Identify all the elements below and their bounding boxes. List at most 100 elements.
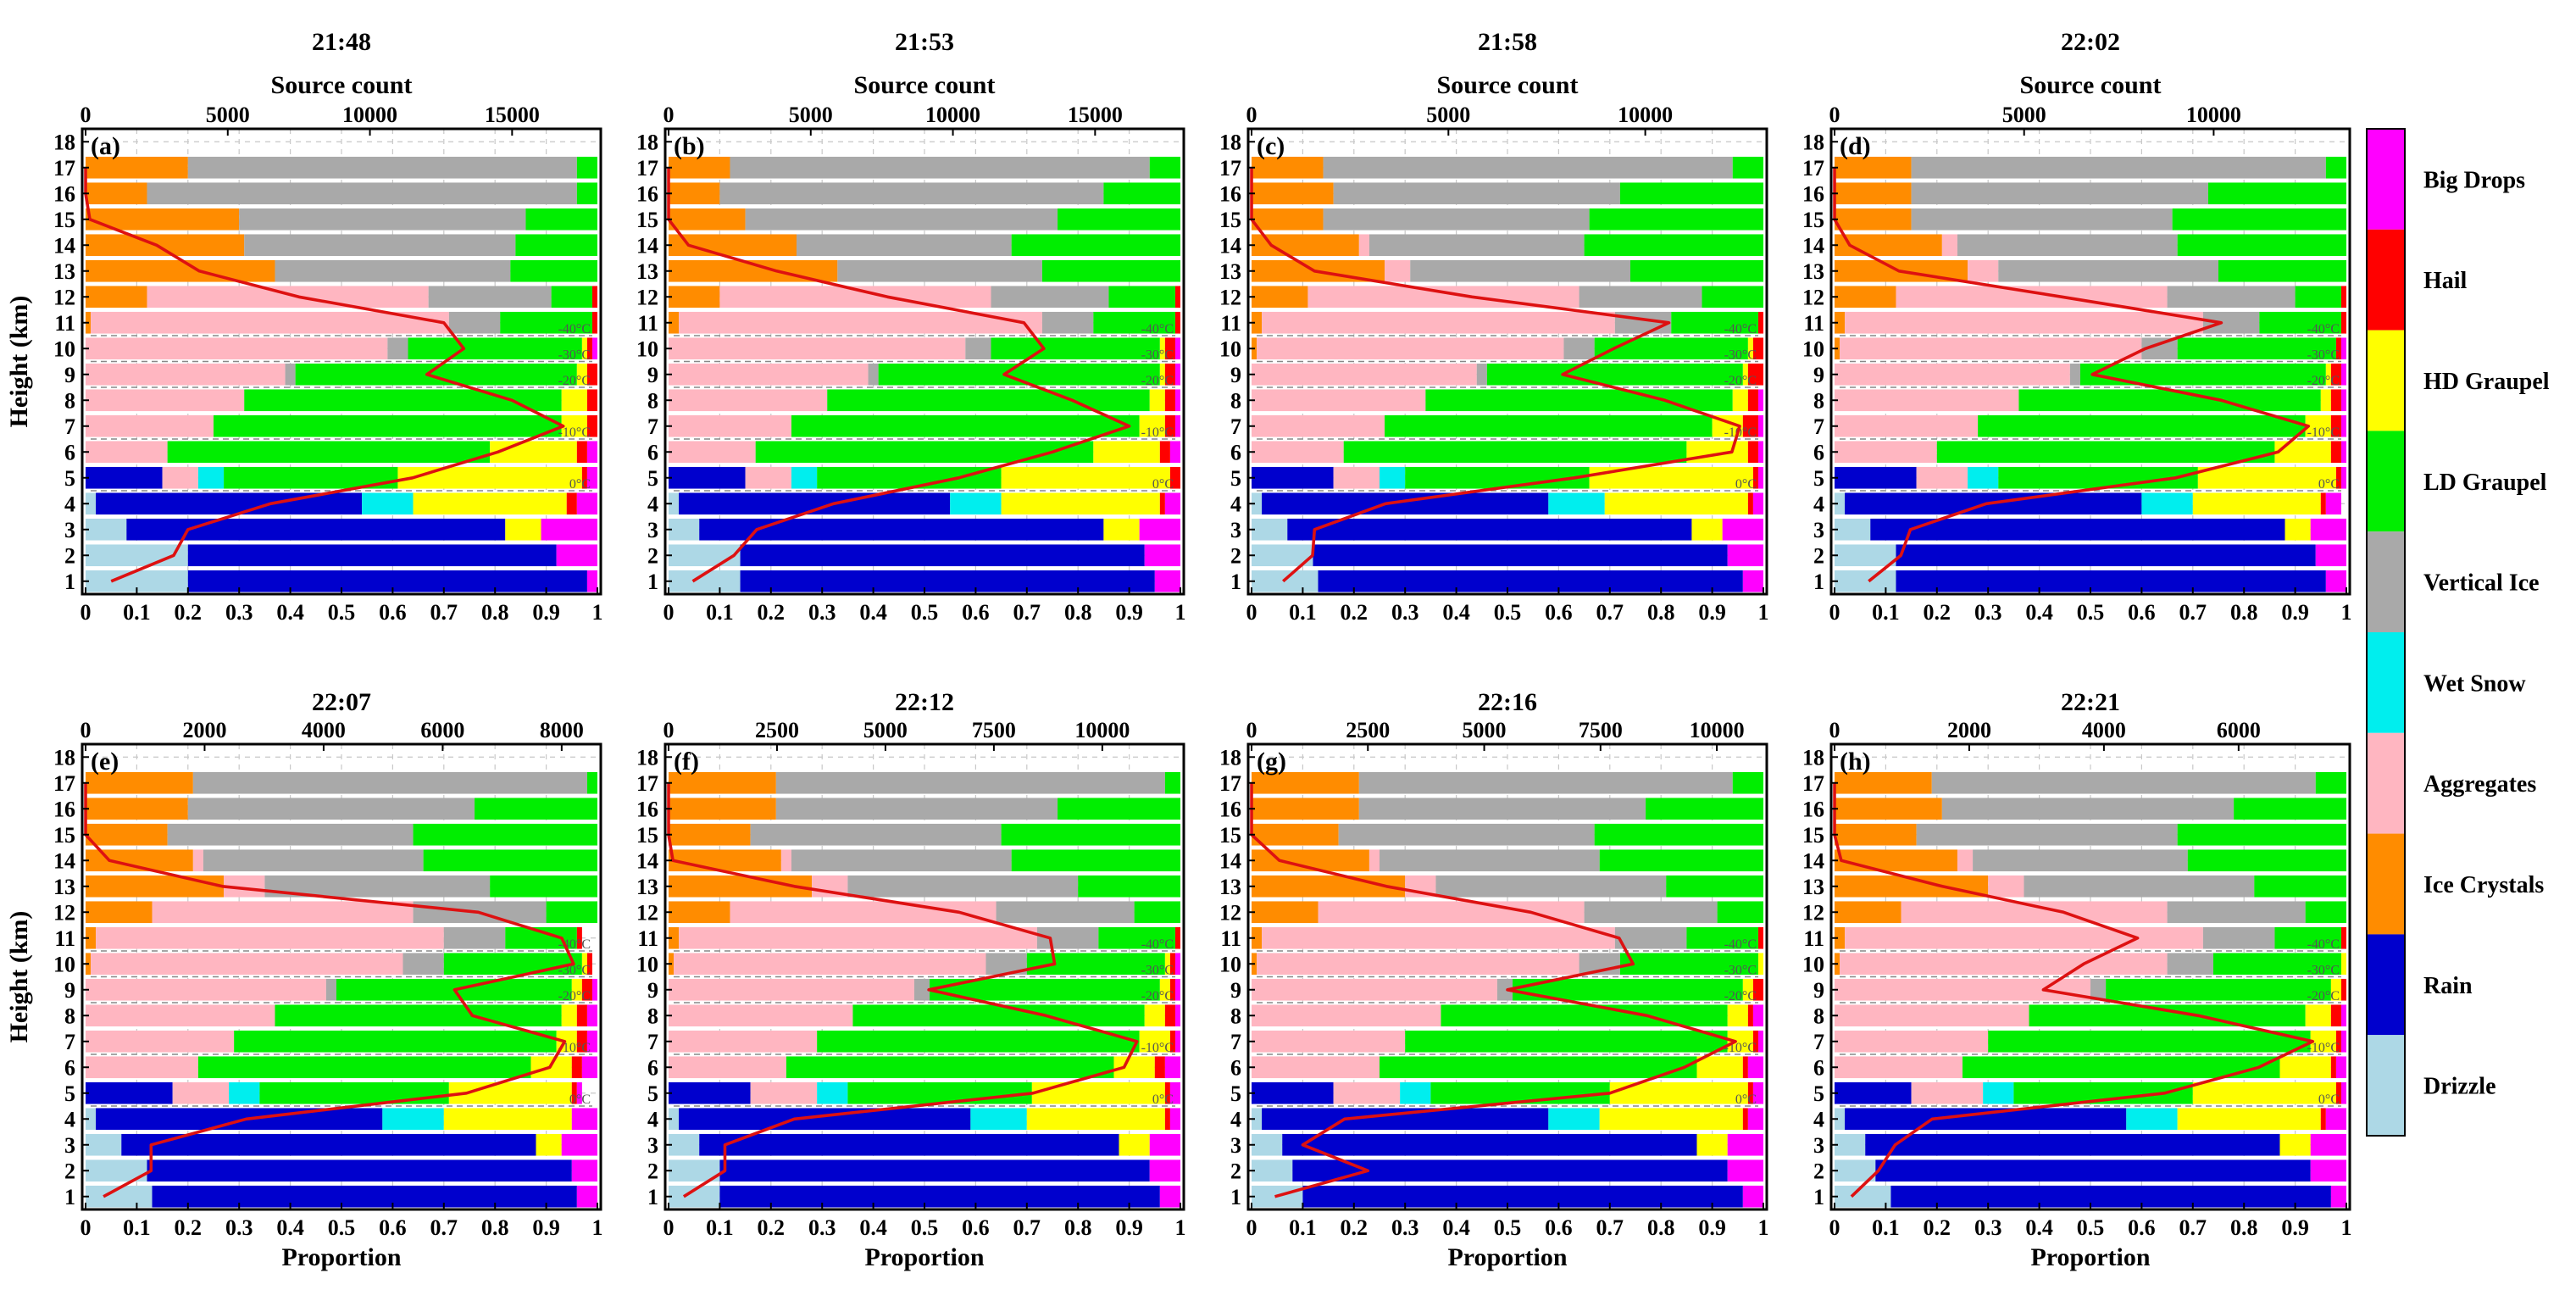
bar-rain-1km [1318, 570, 1743, 592]
bar-rain-3km [1870, 518, 2285, 541]
bar-ice-crystals-15km [1835, 823, 1917, 846]
y-tick-label: 7 [647, 414, 658, 439]
bar-hail-10km [586, 953, 592, 976]
x-tick-label: 0.6 [962, 600, 990, 625]
bar-ld-graupel-6km [1936, 441, 2275, 464]
bar-aggregates-8km [669, 389, 828, 412]
bar-rain-4km [1262, 1108, 1549, 1131]
bar-aggregates-8km [86, 1004, 275, 1027]
y-tick-label: 6 [1813, 440, 1824, 464]
bar-hail-12km [591, 286, 597, 309]
y-tick-label: 11 [54, 926, 75, 951]
x-tick-label: 0.4 [276, 1215, 304, 1240]
bar-hd-graupel-9km [1159, 363, 1165, 386]
y-tick-label: 12 [1802, 285, 1824, 309]
x-tick-label: 0.3 [225, 600, 253, 625]
y-tick-label: 5 [647, 1081, 658, 1106]
y-tick-label: 13 [1802, 259, 1824, 284]
bar-hd-graupel-3km [536, 1133, 562, 1156]
x-tick-label: 0.6 [1545, 1215, 1573, 1240]
bar-ld-graupel-14km [1011, 849, 1180, 872]
bar-aggregates-10km [91, 953, 403, 976]
source-count-title: Source count [271, 71, 413, 99]
top-tick-label: 6000 [2217, 718, 2261, 742]
y-tick-label: 14 [1802, 233, 1824, 258]
x-tick-label: 0.3 [1974, 600, 2002, 625]
legend-label-drizzle: Drizzle [2423, 1074, 2496, 1100]
isotherm-label: -40°C [1724, 937, 1757, 952]
bar-hail-6km [576, 441, 587, 464]
bar-ice-crystals-17km [86, 771, 193, 794]
top-tick-label: 0 [1829, 103, 1840, 127]
y-tick-label: 5 [1230, 1081, 1241, 1106]
bar-aggregates-5km [1911, 1081, 1984, 1104]
bar-hail-11km [2340, 311, 2346, 334]
x-tick-label: 0.6 [379, 600, 407, 625]
bar-aggregates-11km [1845, 311, 2203, 334]
bar-ld-graupel-8km [827, 389, 1150, 412]
bar-rain-5km [1835, 1081, 1912, 1104]
bar-hd-graupel-4km [443, 1108, 572, 1131]
bar-hail-6km [2330, 441, 2341, 464]
isotherm-label: -10°C [1141, 1041, 1174, 1055]
y-tick-label: 16 [1219, 797, 1241, 821]
bar-ld-graupel-16km [1619, 182, 1763, 205]
x-tick-label: 0.4 [2025, 600, 2053, 625]
isotherm-label: -20°C [1724, 989, 1757, 1003]
bar-hd-graupel-10km [581, 953, 587, 976]
source-count-line [1250, 782, 1737, 1198]
y-tick-label: 9 [64, 978, 75, 1003]
y-tick-label: 11 [637, 926, 658, 951]
bar-vertical-ice-11km [2202, 311, 2260, 334]
bar-hail-9km [2330, 363, 2341, 386]
top-tick-label: 0 [80, 103, 92, 127]
x-tick-label: 0.1 [123, 1215, 151, 1240]
bar-ice-crystals-17km [1835, 771, 1932, 794]
bar-big-drops-8km [2340, 1004, 2346, 1027]
bar-hail-5km [1747, 1081, 1753, 1104]
legend-swatch-ld-graupel [2367, 431, 2405, 532]
bar-ld-graupel-9km [2106, 978, 2331, 1001]
bar-ld-graupel-15km [413, 823, 597, 846]
bar-hail-6km [1742, 1056, 1748, 1079]
y-tick-label: 16 [636, 797, 658, 821]
bar-drizzle-3km [86, 1133, 122, 1156]
bar-hail-4km [1747, 492, 1753, 515]
isotherm-label: -40°C [558, 322, 591, 336]
y-tick-label: 17 [1219, 156, 1241, 181]
bar-aggregates-14km [192, 849, 203, 872]
x-tick-label: 0.7 [1596, 600, 1624, 625]
legend-swatch-vertical-ice [2367, 531, 2405, 632]
top-tick-label: 0 [80, 718, 92, 742]
bar-drizzle-2km [1252, 1159, 1293, 1182]
bar-big-drops-4km [2325, 492, 2341, 515]
bar-ld-graupel-7km [1385, 414, 1713, 437]
y-tick-label: 6 [1813, 1055, 1824, 1080]
bar-big-drops-4km [571, 1108, 597, 1131]
bar-ice-crystals-16km [1835, 798, 1942, 820]
top-tick-label: 10000 [1618, 103, 1673, 127]
bar-ld-graupel-10km [408, 337, 582, 360]
bar-aggregates-12km [152, 901, 414, 924]
bar-aggregates-12km [147, 286, 429, 309]
bar-hail-5km [1164, 1081, 1170, 1104]
bar-aggregates-6km [1835, 441, 1937, 464]
bar-vertical-ice-17km [192, 771, 587, 794]
bar-rain-4km [679, 1108, 971, 1131]
bar-aggregates-9km [669, 978, 914, 1001]
bar-big-drops-3km [541, 518, 597, 541]
bar-vertical-ice-16km [1358, 798, 1646, 820]
isotherm-label: -40°C [1724, 322, 1757, 336]
bar-ld-graupel-14km [515, 234, 597, 257]
bar-aggregates-6km [669, 441, 756, 464]
bar-hd-graupel-7km [1139, 414, 1165, 437]
bar-wet-snow-5km [1400, 1081, 1431, 1104]
bar-big-drops-8km [1174, 389, 1180, 412]
bar-hail-8km [1164, 389, 1175, 412]
bar-vertical-ice-13km [837, 259, 1042, 282]
isotherm-label: -20°C [2307, 989, 2340, 1003]
source-count-title: Source count [854, 71, 996, 99]
bar-hail-6km [1159, 441, 1170, 464]
x-tick-label: 0.4 [276, 600, 304, 625]
bar-ld-graupel-10km [1594, 337, 1748, 360]
